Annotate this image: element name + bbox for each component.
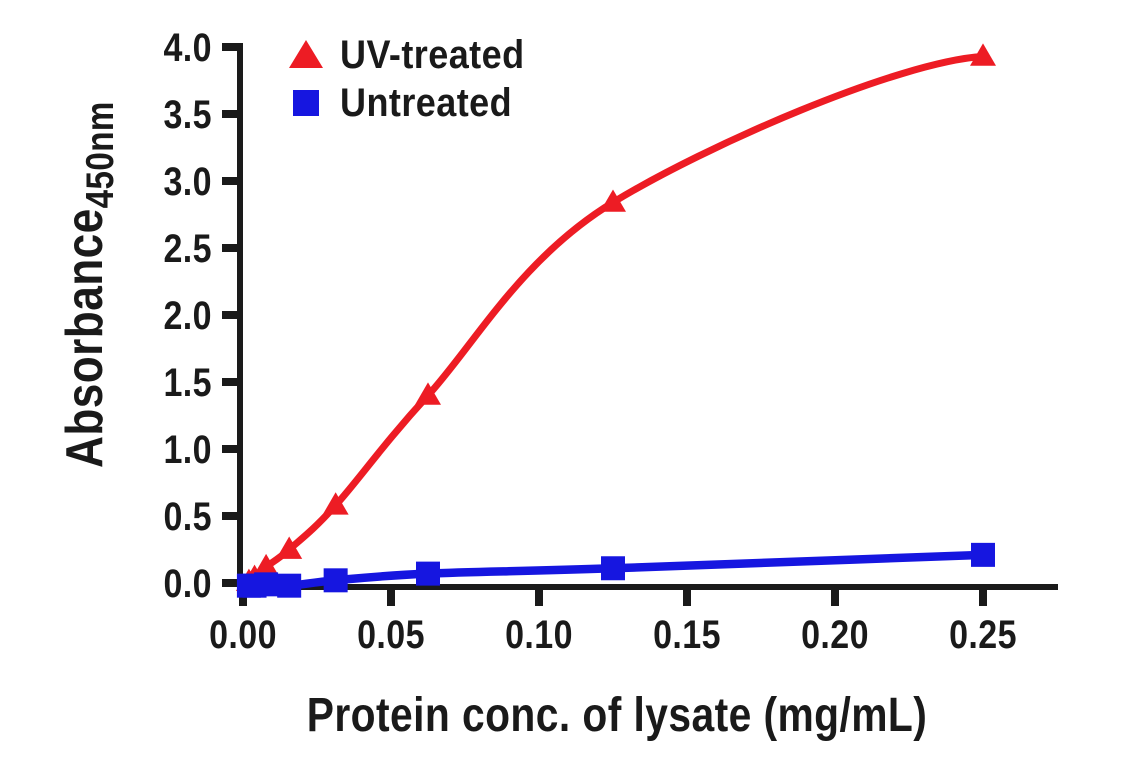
x-tick-label: 0.00 [209,611,277,656]
x-tick-label: 0.20 [801,611,869,656]
data-point-triangle [276,536,303,559]
series-line-uv-treated [245,52,987,586]
x-axis-title: Protein conc. of lysate (mg/mL) [307,689,928,742]
data-point-square [601,556,625,581]
y-tick-label: 4.0 [163,24,212,69]
data-point-triangle [253,553,280,577]
y-axis-title: Absorbance450nm [56,101,122,468]
y-tick-label: 0.5 [163,493,212,538]
y-tick-label: 1.0 [163,426,212,471]
data-point-square [971,542,995,567]
y-tick-label: 2.0 [163,292,212,337]
x-tick-label: 0.10 [505,611,573,656]
y-tick-label: 0.0 [163,560,212,605]
data-point-triangle [970,43,996,66]
legend-marker-triangle [289,40,323,68]
x-tick-label: 0.15 [653,611,721,656]
data-point-square [323,568,348,593]
data-point-triangle [600,189,626,212]
legend-label: UV-treated [340,33,525,77]
y-tick-label: 3.0 [163,158,212,203]
data-point-square [254,572,279,597]
x-tick-label: 0.05 [357,611,425,656]
y-tick-label: 2.5 [163,225,212,270]
data-point-triangle [415,382,441,405]
legend-marker-square [293,90,319,116]
y-tick-label: 3.5 [163,91,212,136]
y-tick-label: 1.5 [163,359,212,404]
legend-label: Untreated [340,81,512,125]
data-point-square [277,573,302,598]
data-point-square [416,561,440,586]
x-tick-label: 0.25 [949,611,1017,656]
data-point-triangle [322,492,349,515]
